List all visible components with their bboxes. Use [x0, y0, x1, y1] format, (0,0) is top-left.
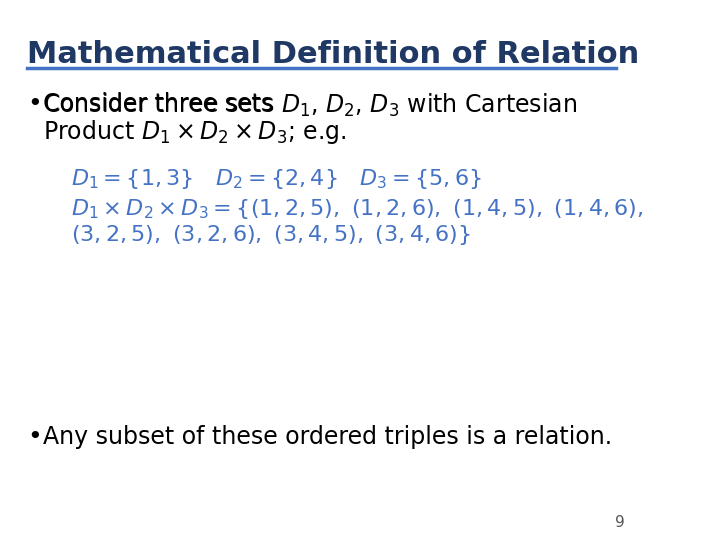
Text: Consider three sets $D_1$, $D_2$, $D_3$ with Cartesian: Consider three sets $D_1$, $D_2$, $D_3$ … — [42, 92, 577, 119]
Text: 9: 9 — [615, 515, 625, 530]
Text: $(3,2,5),\ (3,2,6),\ (3,4,5),\ (3,4,6)\}$: $(3,2,5),\ (3,2,6),\ (3,4,5),\ (3,4,6)\}… — [71, 223, 471, 247]
Text: •: • — [27, 425, 42, 449]
Text: Product $D_1 \times D_2 \times D_3$; e.g.: Product $D_1 \times D_2 \times D_3$; e.g… — [42, 118, 346, 146]
Text: $D_1 = \{1, 3\}$   $D_2 = \{2, 4\}$   $D_3 = \{5, 6\}$: $D_1 = \{1, 3\}$ $D_2 = \{2, 4\}$ $D_3 =… — [71, 167, 482, 191]
Text: Mathematical Definition of Relation: Mathematical Definition of Relation — [27, 40, 639, 69]
Text: $D_1 \times D_2 \times D_3 = \{(1,2,5),\ (1,2,6),\ (1,4,5),\ (1,4,6),$: $D_1 \times D_2 \times D_3 = \{(1,2,5),\… — [71, 197, 644, 221]
Text: Any subset of these ordered triples is a relation.: Any subset of these ordered triples is a… — [42, 425, 612, 449]
Text: Consider three sets: Consider three sets — [42, 92, 281, 116]
Text: •: • — [27, 92, 42, 116]
